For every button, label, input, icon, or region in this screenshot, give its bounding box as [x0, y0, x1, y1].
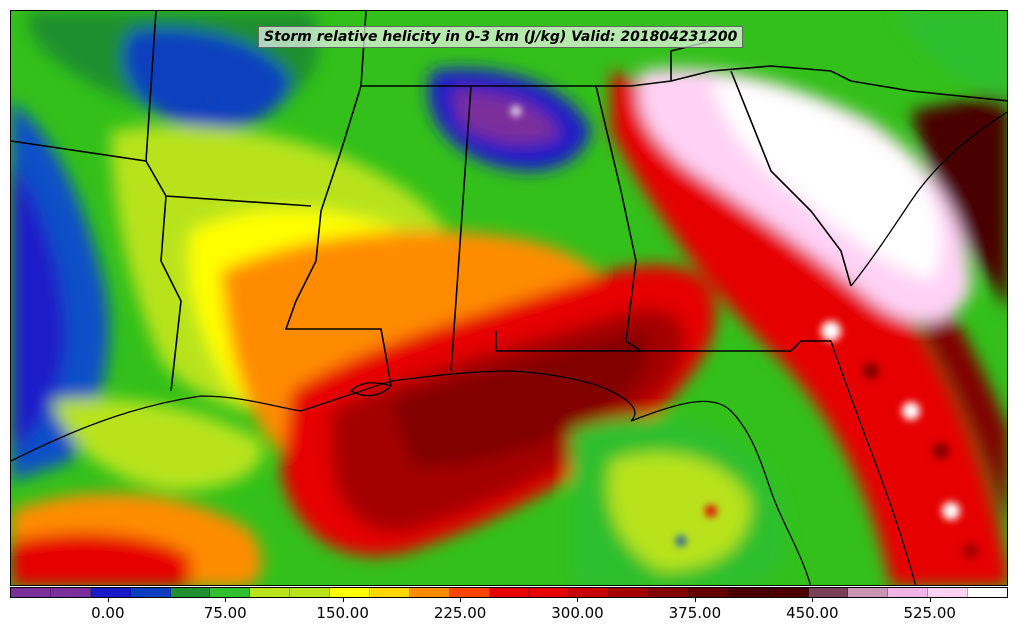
colorbar-tick-label: 375.00: [668, 604, 722, 622]
colorbar-segment: [210, 588, 251, 597]
colorbar-tick-label: 150.00: [316, 604, 369, 622]
colorbar-tick: [225, 598, 227, 602]
colorbar-segment: [968, 588, 1007, 597]
colorbar-segment: [649, 588, 689, 597]
state-boundaries: [11, 11, 1007, 392]
colorbar-tick-label: 300.00: [551, 604, 604, 622]
colorbar-segment: [529, 588, 570, 597]
colorbar-segment: [170, 588, 211, 597]
colorbar-tick-label: 225.00: [433, 604, 487, 622]
helicity-map: [11, 11, 1007, 585]
coastlines: [11, 111, 1007, 585]
colorbar-segment: [250, 588, 291, 597]
colorbar-segment: [848, 588, 889, 597]
colorbar-segment: [449, 588, 490, 597]
colorbar-segment: [290, 588, 330, 597]
colorbar-segment: [808, 588, 849, 597]
convective-cells: [205, 95, 979, 559]
colorbar: [10, 587, 1008, 598]
colorbar-segment: [90, 588, 131, 597]
colorbar-tick: [694, 598, 696, 602]
colorbar-tick-label: 450.00: [786, 604, 839, 622]
colorbar-segment: [369, 588, 410, 597]
colorbar-tick: [107, 598, 109, 602]
colorbar-tick: [460, 598, 462, 602]
colorbar-segment: [728, 588, 769, 597]
colorbar-segment: [330, 588, 370, 597]
colorbar-tick: [929, 598, 931, 602]
map-panel: Storm relative helicity in 0-3 km (J/kg)…: [10, 10, 1008, 586]
colorbar-tick: [577, 598, 579, 602]
map-title: Storm relative helicity in 0-3 km (J/kg)…: [258, 26, 744, 48]
colorbar-tick-label: 0.00: [91, 604, 125, 622]
colorbar-segment: [768, 588, 809, 597]
colorbar-segment: [11, 588, 51, 597]
colorbar-segment: [609, 588, 649, 597]
colorbar-segment: [130, 588, 171, 597]
colorbar-segment: [50, 588, 91, 597]
colorbar-segment: [888, 588, 929, 597]
colorbar-segment: [569, 588, 610, 597]
colorbar-tick: [342, 598, 344, 602]
colorbar-segment: [489, 588, 530, 597]
colorbar-tick-label: 525.00: [903, 604, 956, 622]
colorbar-tick: [812, 598, 814, 602]
colorbar-tick-label: 75.00: [203, 604, 247, 622]
colorbar-ticks: 0.00 75.00 150.00 225.00 300.00 375.00 450.00 5…: [10, 598, 1008, 628]
colorbar-segment: [928, 588, 968, 597]
colorbar-segment: [688, 588, 729, 597]
helicity-field: [11, 11, 1007, 585]
colorbar-segment: [409, 588, 450, 597]
